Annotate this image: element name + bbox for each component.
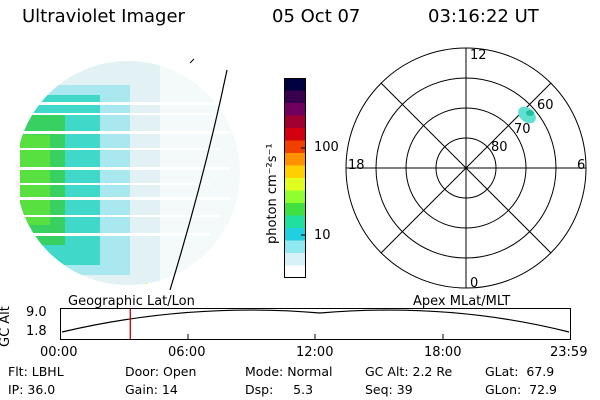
lat-label-80: 80 bbox=[491, 140, 508, 155]
colorbar-segment bbox=[284, 128, 306, 141]
colorbar-segment bbox=[284, 265, 306, 278]
dsp-info: Dsp: 5.3 bbox=[245, 382, 314, 397]
colorbar-segment bbox=[284, 178, 306, 191]
colorbar-segment bbox=[284, 203, 306, 216]
colorbar-segment bbox=[284, 228, 306, 241]
colorbar-tick-100: 100 bbox=[314, 140, 339, 155]
timeline-left-label: Geographic Lat/Lon bbox=[68, 294, 195, 309]
terminator-line bbox=[169, 69, 228, 290]
colorbar-segment bbox=[284, 153, 306, 166]
colorbar-segment bbox=[284, 190, 306, 204]
orbit-timeline bbox=[60, 308, 571, 340]
xtick-0600: 06:00 bbox=[168, 345, 206, 360]
mlt-label-6: 6 bbox=[577, 158, 586, 173]
timeline-right-label: Apex MLat/MLT bbox=[413, 294, 511, 309]
mlt-label-12: 12 bbox=[470, 48, 487, 63]
colorbar-segment bbox=[284, 240, 306, 254]
xtick-1200: 12:00 bbox=[296, 345, 334, 360]
time-label: 03:16:22 UT bbox=[428, 6, 539, 27]
ytick-1-8: 1.8 bbox=[26, 324, 47, 339]
polar-plot bbox=[345, 47, 587, 289]
gain-info: Gain: 14 bbox=[125, 382, 178, 397]
ytick-9: 9.0 bbox=[26, 305, 47, 320]
timeline-axis-label: GC Alt bbox=[0, 306, 13, 347]
lat-label-70: 70 bbox=[514, 122, 531, 137]
glon-info: GLon: 72.9 bbox=[485, 382, 557, 397]
gc-alt-info: GC Alt: 2.2 Re bbox=[365, 364, 453, 379]
uv-image-disk bbox=[20, 61, 240, 285]
colorbar-segment bbox=[284, 165, 306, 179]
colorbar-segment bbox=[284, 215, 306, 229]
mlt-label-18: 18 bbox=[348, 158, 365, 173]
ip-info: IP: 36.0 bbox=[8, 382, 56, 397]
altitude-curve bbox=[61, 309, 570, 333]
colorbar-segment bbox=[284, 90, 306, 104]
glat-info: GLat: 67.9 bbox=[485, 364, 555, 379]
date-label: 05 Oct 07 bbox=[272, 6, 361, 27]
lat-label-60: 60 bbox=[537, 98, 554, 113]
xtick-0000: 00:00 bbox=[40, 345, 78, 360]
colorbar-segment bbox=[284, 115, 306, 129]
colorbar-segment bbox=[284, 253, 306, 266]
door-info: Door: Open bbox=[125, 364, 197, 379]
xtick-2359: 23:59 bbox=[550, 345, 588, 360]
colorbar-tick-10: 10 bbox=[314, 228, 331, 243]
mode-info: Mode: Normal bbox=[245, 364, 333, 379]
uv-image-panel bbox=[20, 58, 240, 290]
mlt-label-0: 0 bbox=[470, 276, 479, 291]
seq-info: Seq: 39 bbox=[365, 382, 413, 397]
colorbar-segment bbox=[284, 140, 306, 154]
xtick-1800: 18:00 bbox=[424, 345, 462, 360]
filter-info: Flt: LBHL bbox=[8, 364, 64, 379]
colorbar-label: photon cm⁻²s⁻¹ bbox=[265, 143, 280, 244]
instrument-title: Ultraviolet Imager bbox=[22, 6, 185, 27]
colorbar-segment bbox=[284, 78, 306, 91]
colorbar bbox=[284, 78, 306, 278]
colorbar-segment bbox=[284, 103, 306, 116]
